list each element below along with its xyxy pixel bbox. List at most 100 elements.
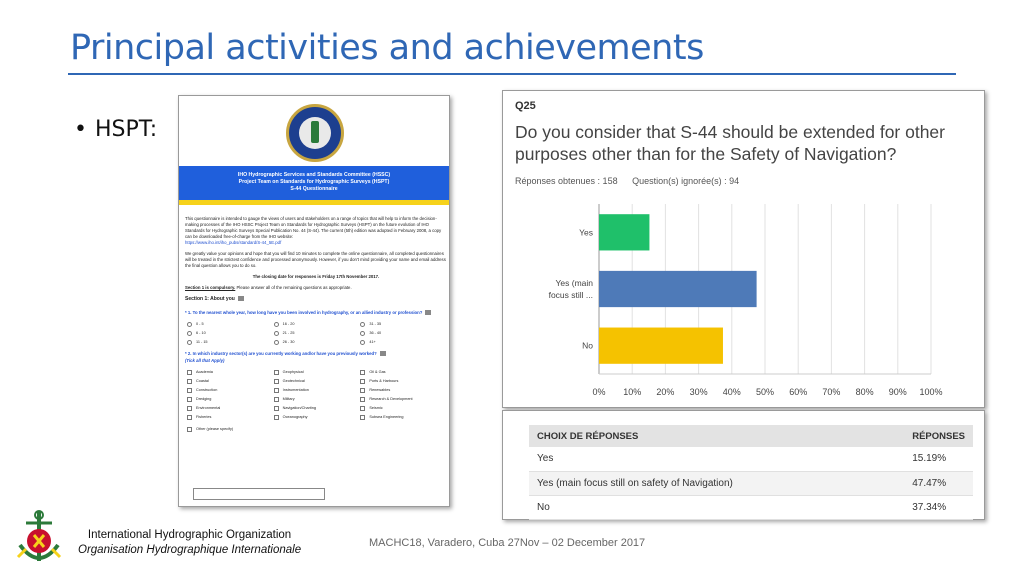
radio-icon[interactable] bbox=[187, 321, 192, 327]
iho-logo-icon bbox=[16, 510, 62, 561]
s44-link[interactable]: https://www.iho.int/iho_pubs/standard/S-… bbox=[185, 240, 282, 245]
q2-hint: (Tick all that Apply) bbox=[185, 358, 225, 363]
bullet-text: HSPT: bbox=[94, 117, 158, 142]
checkbox-icon[interactable] bbox=[273, 414, 279, 420]
q2-option[interactable]: Research & Development bbox=[360, 396, 447, 402]
q2-option[interactable]: Fisheries bbox=[187, 414, 274, 420]
radio-icon[interactable] bbox=[360, 339, 366, 345]
checkbox-icon[interactable] bbox=[360, 369, 366, 375]
bullet-item: • HSPT: bbox=[74, 117, 157, 142]
q2-option[interactable]: Oceanography bbox=[273, 414, 361, 420]
q1-option[interactable]: 26 - 30 bbox=[273, 339, 361, 345]
org-english: International Hydrographic Organization bbox=[87, 529, 292, 541]
bar bbox=[599, 214, 650, 251]
q2-options: Academia Geophysical Oil & Gas Coastal Geote… bbox=[187, 369, 447, 420]
checkbox-icon[interactable] bbox=[187, 414, 192, 420]
other-specify-input[interactable] bbox=[193, 488, 325, 500]
radio-icon[interactable] bbox=[273, 339, 279, 345]
q2-option[interactable]: Oil & Gas bbox=[360, 369, 447, 375]
checkbox-icon[interactable] bbox=[273, 369, 279, 375]
slide-title: Principal activities and achievements bbox=[70, 28, 704, 68]
q2-option[interactable]: Subsea Engineering bbox=[360, 414, 447, 420]
table-header-row: CHOIX DE RÉPONSES RÉPONSES bbox=[529, 425, 973, 447]
category-label: No bbox=[582, 341, 593, 351]
x-tick-label: 20% bbox=[656, 387, 674, 397]
checkbox-icon[interactable] bbox=[360, 378, 366, 384]
q2-option[interactable]: Dredging bbox=[187, 396, 274, 402]
bar-chart: 0% 10% 20% 30% 40% 50% 60% 70% 80% 90% 100% Yes Yes … bbox=[549, 204, 943, 397]
checkbox-icon[interactable] bbox=[187, 369, 192, 375]
document-header: IHO Hydrographic Services and Standards … bbox=[179, 166, 449, 200]
privacy-paragraph: We greatly value your opinions and hope … bbox=[185, 251, 446, 268]
checkbox-icon[interactable] bbox=[273, 378, 279, 384]
q1-option[interactable]: 6 - 10 bbox=[187, 330, 274, 336]
q2-option[interactable]: Geotechnical bbox=[273, 378, 361, 384]
q2-option[interactable]: Environmental bbox=[187, 405, 274, 411]
organization-name: International Hydrographic Organization … bbox=[78, 528, 301, 558]
header-line-3: S-44 Questionnaire bbox=[290, 186, 338, 192]
x-tick-label: 30% bbox=[690, 387, 708, 397]
q1-option[interactable]: 16 - 20 bbox=[273, 321, 361, 327]
q1-option[interactable]: 31 - 35 bbox=[360, 321, 447, 327]
radio-icon[interactable] bbox=[187, 330, 192, 336]
checkbox-icon[interactable] bbox=[360, 405, 366, 411]
checkbox-icon[interactable] bbox=[360, 414, 366, 420]
header-line-1: IHO Hydrographic Services and Standards … bbox=[237, 172, 391, 178]
answered-count: Réponses obtenues : 158 bbox=[515, 176, 618, 186]
category-label: focus still ... bbox=[549, 290, 593, 300]
q2-other[interactable]: Other (please specify) bbox=[187, 426, 447, 432]
checkbox-icon[interactable] bbox=[187, 396, 192, 402]
table-row: Yes 15.19% bbox=[529, 447, 973, 472]
q2-option[interactable]: Renewables bbox=[360, 387, 447, 393]
checkbox-icon[interactable] bbox=[187, 426, 192, 432]
q2-option[interactable]: Instrumentation bbox=[273, 387, 361, 393]
q1-option[interactable]: 41+ bbox=[360, 339, 447, 345]
q1-options: 0 - 5 16 - 20 31 - 35 6 - 10 21 - 25 36 … bbox=[187, 321, 447, 345]
checkbox-icon[interactable] bbox=[360, 396, 366, 402]
q1-option[interactable]: 36 - 40 bbox=[360, 330, 447, 336]
col-responses-header: RÉPONSES bbox=[904, 425, 973, 447]
q2-option[interactable]: Ports & Harbours bbox=[360, 378, 447, 384]
category-label: Yes bbox=[579, 227, 593, 237]
radio-icon[interactable] bbox=[187, 339, 192, 345]
anchor-icon bbox=[311, 121, 319, 143]
row-choice: Yes bbox=[529, 447, 905, 472]
q2-option[interactable]: Construction bbox=[187, 387, 274, 393]
q1-option[interactable]: 21 - 25 bbox=[273, 330, 361, 336]
category-label: Yes (main bbox=[556, 278, 594, 288]
event-info: MACHC18, Varadero, Cuba 27Nov – 02 Decem… bbox=[369, 537, 646, 549]
radio-icon[interactable] bbox=[360, 321, 366, 327]
question-text: Do you consider that S-44 should be exte… bbox=[515, 122, 945, 164]
questionnaire-document: IHO Hydrographic Services and Standards … bbox=[178, 95, 450, 507]
results-table-panel: CHOIX DE RÉPONSES RÉPONSES Yes 15.19% Ye… bbox=[502, 410, 985, 520]
x-tick-label: 80% bbox=[856, 387, 874, 397]
q2-option[interactable]: Coastal bbox=[187, 378, 274, 384]
header-line-2: Project Team on Standards for Hydrograph… bbox=[238, 179, 390, 185]
checkbox-icon[interactable] bbox=[273, 396, 279, 402]
x-tick-label: 70% bbox=[822, 387, 840, 397]
title-divider bbox=[68, 73, 956, 75]
x-tick-label: 10% bbox=[623, 387, 641, 397]
q2-option[interactable]: Seismic bbox=[360, 405, 447, 411]
comment-icon bbox=[237, 296, 244, 302]
q2-option[interactable]: Geophysical bbox=[273, 369, 361, 375]
radio-icon[interactable] bbox=[273, 330, 279, 336]
checkbox-icon[interactable] bbox=[273, 405, 279, 411]
radio-icon[interactable] bbox=[360, 330, 366, 336]
checkbox-icon[interactable] bbox=[360, 387, 366, 393]
q2-option[interactable]: Navigation/Charting bbox=[273, 405, 361, 411]
x-tick-label: 60% bbox=[789, 387, 807, 397]
bar bbox=[599, 270, 757, 308]
radio-icon[interactable] bbox=[273, 321, 279, 327]
checkbox-icon[interactable] bbox=[187, 378, 192, 384]
checkbox-icon[interactable] bbox=[187, 387, 192, 393]
q2-option[interactable]: Military bbox=[273, 396, 361, 402]
checkbox-icon[interactable] bbox=[187, 405, 192, 411]
comment-icon bbox=[425, 310, 432, 316]
checkbox-icon[interactable] bbox=[273, 387, 279, 393]
question-number: Q25 bbox=[515, 100, 536, 112]
q1-option[interactable]: 11 - 15 bbox=[187, 339, 274, 345]
q2-option[interactable]: Academia bbox=[187, 369, 274, 375]
q1-option[interactable]: 0 - 5 bbox=[187, 321, 274, 327]
iho-emblem-icon bbox=[286, 104, 344, 162]
